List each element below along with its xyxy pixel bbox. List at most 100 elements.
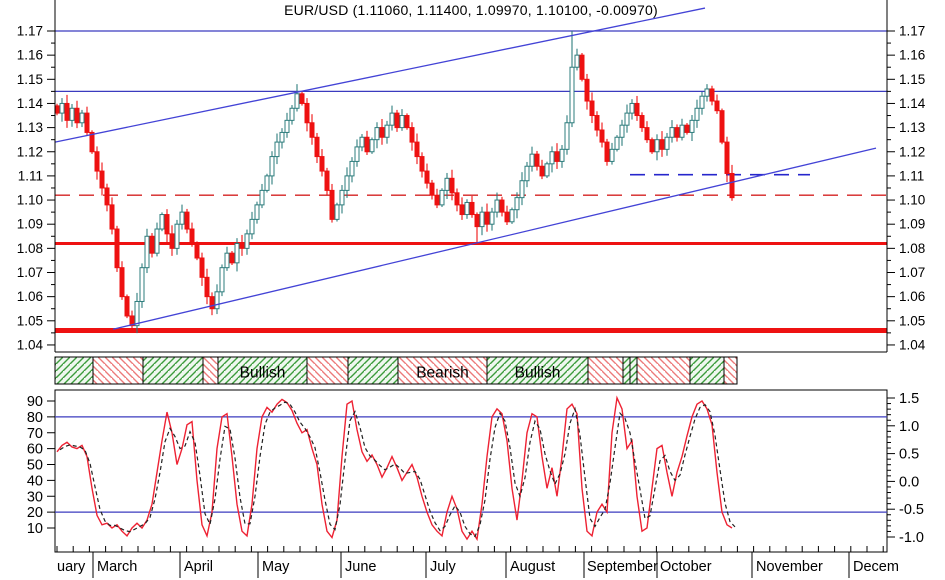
candle-down [649,139,655,153]
oscillator-tick-label: 70 [27,426,43,442]
candle-down [189,228,195,245]
month-label: March [97,559,137,575]
candle-down [454,192,460,206]
candle-down [194,243,200,259]
price-tick-label: 1.15 [899,72,925,87]
trendline [54,7,706,143]
candle-up [234,243,240,264]
candle-up [519,180,525,199]
candle-down [114,228,120,269]
candle-down [659,139,665,150]
candle-up [629,102,635,114]
candle-down [534,153,540,167]
regime-segment-bearish [397,356,488,385]
candle-up [214,291,220,310]
price-chart-plot[interactable] [54,7,887,334]
candle-down [314,136,320,158]
candle-up [664,136,670,150]
candle-down [74,107,80,124]
candle-up [349,160,355,177]
candle-down [124,296,130,317]
candle-down [309,122,315,138]
price-tick-label: 1.07 [899,265,925,280]
candle-up [549,151,555,165]
candle-down [324,170,330,191]
candle-down [119,267,125,298]
price-tick-label: 1.09 [899,217,925,232]
candle-down [639,115,645,129]
candle-down [54,105,60,114]
candle-down [674,127,680,138]
price-tick-label: 1.13 [17,120,43,135]
candle-up [79,112,85,124]
candle-down [409,127,415,143]
price-tick-label: 1.12 [17,144,43,159]
oscillator-tick-label: 80 [27,410,43,426]
chart-title: EUR/USD (1.11060, 1.11400, 1.09970, 1.10… [284,2,658,18]
candle-down [129,315,135,327]
stochastic-d-line [59,401,736,538]
candle-up [279,131,285,143]
regime-segment-bullish [622,356,631,385]
candle-up [399,115,405,129]
candle-down [554,151,560,162]
candle-up [544,163,550,177]
price-tick-label: 1.08 [899,241,925,256]
month-label: May [262,559,290,575]
candle-up [654,139,660,153]
candle-down [434,194,440,206]
candle-up [624,112,630,126]
candle-up [289,107,295,121]
candle-up [514,197,520,211]
regime-label: Bullish [515,365,561,382]
month-label: uary [57,559,86,575]
candle-down [149,235,155,254]
candle-up [134,300,140,327]
candle-up [619,124,625,138]
oscillator-tick-label: 1.0 [899,419,919,435]
candle-down [304,102,310,124]
price-tick-label: 1.11 [899,168,924,183]
regime-label: Bullish [240,365,286,382]
candle-down [729,172,735,199]
candle-down [99,170,105,189]
candle-up [494,199,500,213]
price-tick-label: 1.06 [899,289,925,304]
candle-down [449,177,455,194]
regime-strip: Bullish Bearish Bullish [54,356,738,385]
candle-down [299,93,305,104]
price-tick-label: 1.08 [17,241,43,256]
price-tick-label: 1.06 [17,289,43,304]
price-tick-label: 1.05 [899,313,925,328]
oscillator-tick-label: -0.5 [899,502,924,518]
regime-segment-bearish [306,356,349,385]
candle-up [679,124,685,138]
candle-down [719,110,725,143]
oscillator-plot[interactable] [54,389,888,553]
candle-down [209,296,215,310]
candle-up [179,211,185,225]
candle-up [244,233,250,249]
candle-up [174,223,180,249]
regime-segment-bearish [636,356,691,385]
candle-down [364,136,370,153]
price-tick-label: 1.14 [17,96,44,111]
candle-down [429,182,435,196]
price-tick-label: 1.12 [899,144,925,159]
candle-up [269,156,275,177]
candle-up [154,228,160,254]
price-tick-label: 1.16 [899,48,925,63]
candle-down [589,100,595,117]
candle-up [369,139,375,153]
candle-down [684,124,690,133]
candle-up [389,112,395,126]
candle-up [274,141,280,158]
candle-up [144,235,150,269]
axes: 1.17 1.17 1.16 1.16 1.15 1.15 1.14 1.14 1.13 1.13… [17,0,926,578]
price-tick-label: 1.15 [17,72,43,87]
price-tick-label: 1.04 [899,337,926,352]
candle-up [264,175,270,191]
candle-up [219,267,225,293]
price-tick-label: 1.11 [18,168,43,183]
